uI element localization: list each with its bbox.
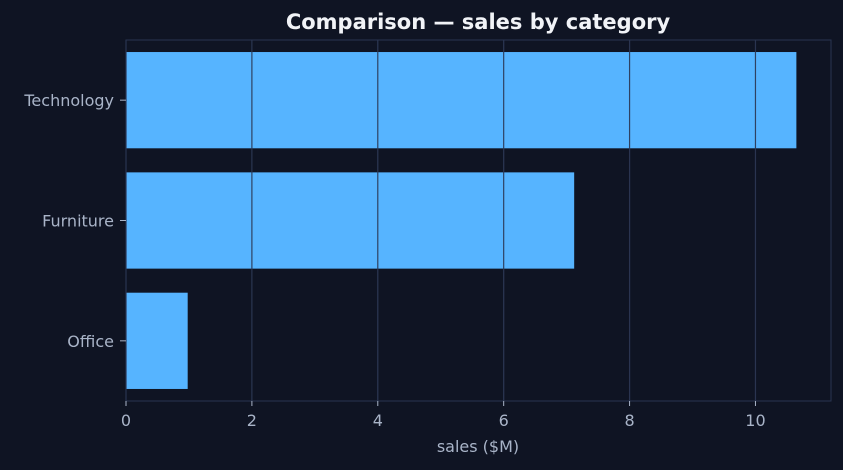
bar-technology	[126, 52, 797, 149]
x-tick-label-0: 0	[121, 411, 131, 430]
x-tick-label-4: 4	[373, 411, 383, 430]
bar-office	[126, 292, 188, 389]
x-axis-label: sales ($M)	[437, 437, 519, 456]
y-tick-label-technology: Technology	[23, 91, 114, 110]
bar-furniture	[126, 172, 575, 269]
x-tick-label-6: 6	[499, 411, 509, 430]
y-tick-label-furniture: Furniture	[42, 212, 114, 231]
x-tick-label-10: 10	[745, 411, 765, 430]
x-axis: 0 2 4 6 8 10	[121, 401, 766, 430]
x-tick-label-8: 8	[624, 411, 634, 430]
x-tick-label-2: 2	[247, 411, 257, 430]
y-axis: Technology Furniture Office	[23, 91, 126, 351]
bars-layer	[126, 52, 797, 389]
chart-title: Comparison — sales by category	[286, 10, 671, 34]
y-tick-label-office: Office	[67, 332, 114, 351]
